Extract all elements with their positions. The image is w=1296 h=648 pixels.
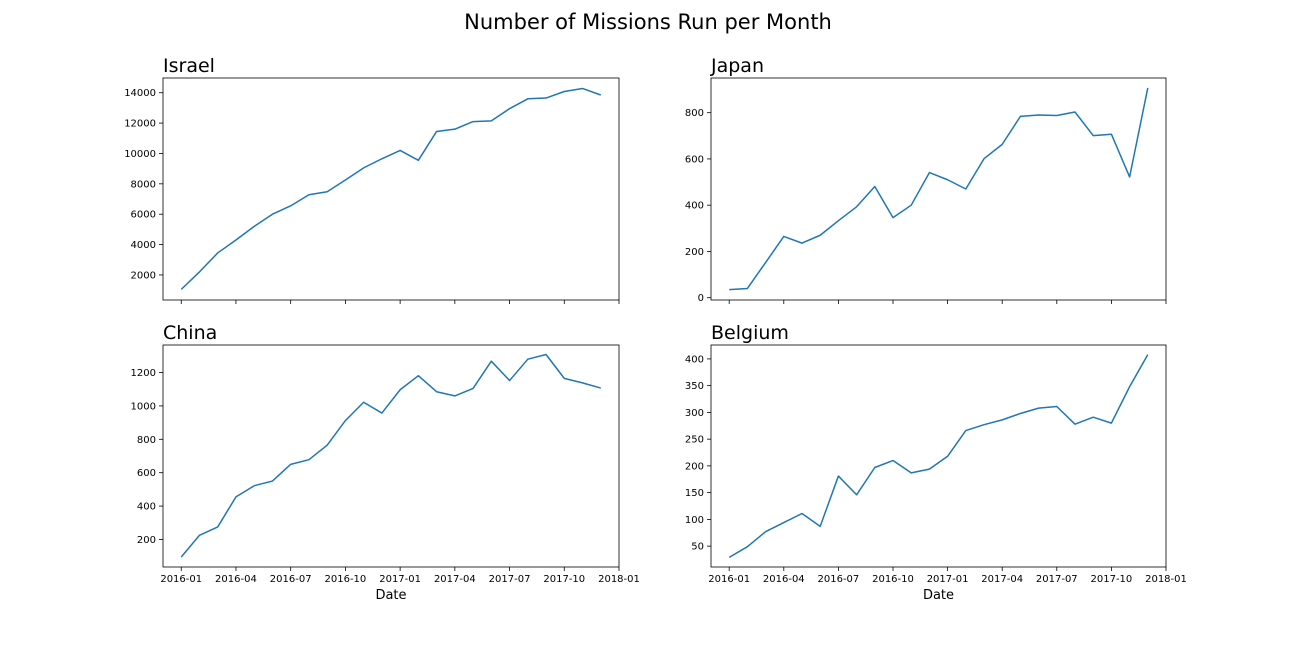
- subplot-grid: Israel2000400060008000100001200014000Jap…: [124, 55, 1187, 603]
- belgium-x-tick-label: 2017-01: [927, 574, 969, 585]
- belgium-series-line: [728, 354, 1149, 559]
- china-x-tick-label: 2017-04: [434, 574, 476, 585]
- subplot-japan: Japan 0 200 400 600 800: [685, 55, 1167, 304]
- japan-y-tick-label: 600: [685, 154, 704, 165]
- belgium-y-tick-label: 150: [685, 488, 704, 499]
- belgium-x-tick-label: 2017-10: [1091, 574, 1133, 585]
- china-y-tick-label: 800: [137, 435, 156, 446]
- belgium-x-tick-label: 2017-04: [981, 574, 1023, 585]
- figure-title: Number of Missions Run per Month: [464, 10, 832, 34]
- china-x-tick-label: 2017-01: [379, 574, 421, 585]
- china-x-tick-label: 2017-07: [489, 574, 531, 585]
- china-x-tick-label: 2017-10: [543, 574, 585, 585]
- china-axes-frame: [162, 344, 620, 568]
- japan-y-tick-label: 0: [698, 293, 704, 304]
- belgium-x-tick-label: 2018-01: [1145, 574, 1187, 585]
- israel-y-tick-label: 2000: [131, 270, 156, 281]
- japan-y-tick-label: 400: [685, 201, 704, 212]
- japan-series-line: [729, 87, 1149, 291]
- china-x-axis-label: Date: [375, 588, 406, 603]
- china-y-tick-label: 200: [137, 535, 156, 546]
- belgium-x-axis-label: Date: [923, 588, 954, 603]
- china-y-tick-label: 1000: [131, 401, 156, 412]
- israel-title: Israel: [163, 55, 215, 77]
- belgium-y-tick-label: 350: [685, 381, 704, 392]
- israel-y-tick-label: 4000: [131, 240, 156, 251]
- israel-y-tick-label: 12000: [124, 119, 156, 130]
- subplot-israel: Israel 2000 4000 6000 8000 10000 12000 14000: [124, 55, 620, 304]
- japan-title: Japan: [710, 55, 764, 77]
- china-x-tick-label: 2018-01: [598, 574, 640, 585]
- belgium-axes-frame: [710, 344, 1167, 568]
- china-y-tick-label: 400: [137, 502, 156, 513]
- israel-y-tick-label: 14000: [124, 88, 156, 99]
- belgium-y-tick-label: 400: [685, 354, 704, 365]
- subplot-china: China 2016-01 2016-04 2016-07 2016-10 2017-01…: [131, 322, 640, 603]
- belgium-title: Belgium: [711, 322, 789, 344]
- china-x-tick-label: 2016-01: [160, 574, 202, 585]
- belgium-y-tick-label: 200: [685, 461, 704, 472]
- israel-y-tick-label: 8000: [131, 179, 156, 190]
- china-y-tick-label: 1200: [131, 368, 156, 379]
- belgium-y-tick-label: 300: [685, 408, 704, 419]
- israel-series-line: [180, 87, 602, 290]
- japan-y-tick-label: 800: [685, 108, 704, 119]
- china-series-line: [180, 353, 601, 558]
- china-x-tick-label: 2016-10: [325, 574, 367, 585]
- israel-axes-frame: [162, 77, 620, 301]
- china-title: China: [163, 322, 217, 344]
- subplot-belgium: Belgium 2016-01 2016-04 2016-07 2016-10 2017-…: [685, 322, 1187, 603]
- belgium-x-tick-label: 2016-01: [708, 574, 750, 585]
- japan-y-tick-label: 200: [685, 247, 704, 258]
- belgium-x-tick-label: 2017-07: [1036, 574, 1078, 585]
- belgium-y-tick-label: 100: [685, 515, 704, 526]
- china-x-tick-label: 2016-04: [215, 574, 257, 585]
- belgium-y-tick-label: 250: [685, 435, 704, 446]
- belgium-x-tick-label: 2016-04: [763, 574, 805, 585]
- israel-y-tick-label: 10000: [124, 149, 156, 160]
- belgium-x-tick-label: 2016-10: [872, 574, 914, 585]
- china-y-tick-label: 600: [137, 468, 156, 479]
- belgium-y-tick-label: 50: [691, 542, 704, 553]
- belgium-x-tick-label: 2016-07: [818, 574, 860, 585]
- china-x-tick-label: 2016-07: [270, 574, 312, 585]
- japan-axes-frame: [710, 77, 1167, 301]
- israel-y-tick-label: 6000: [131, 210, 156, 221]
